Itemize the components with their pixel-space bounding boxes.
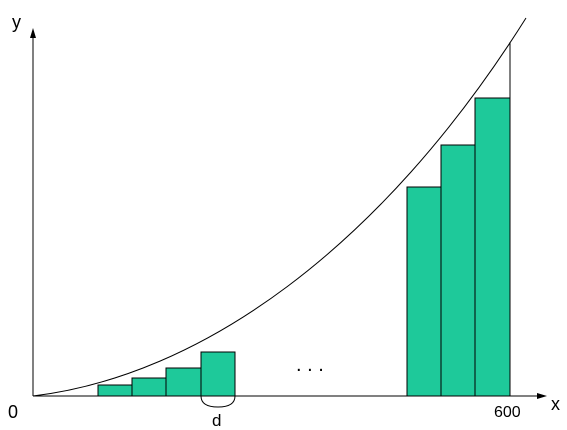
left-bar-1: [97, 384, 133, 397]
curve: [32, 17, 527, 397]
x-end-label: 600: [494, 404, 521, 421]
width-brace: [200, 395, 236, 408]
ellipsis: . . .: [296, 354, 324, 376]
left-bar-2: [131, 377, 167, 397]
x-axis-label: x: [551, 394, 560, 414]
left-bar-4: [200, 351, 236, 397]
x-axis-arrowhead: [537, 393, 547, 399]
origin-label: 0: [8, 402, 18, 422]
y-axis-label: y: [12, 12, 21, 32]
right-bar-1: [406, 186, 442, 397]
y-axis-arrowhead: [30, 28, 36, 38]
width-label: d: [212, 411, 221, 430]
right-bar-2: [440, 144, 476, 397]
right-bar-3: [474, 97, 511, 397]
left-bar-3: [165, 367, 202, 397]
